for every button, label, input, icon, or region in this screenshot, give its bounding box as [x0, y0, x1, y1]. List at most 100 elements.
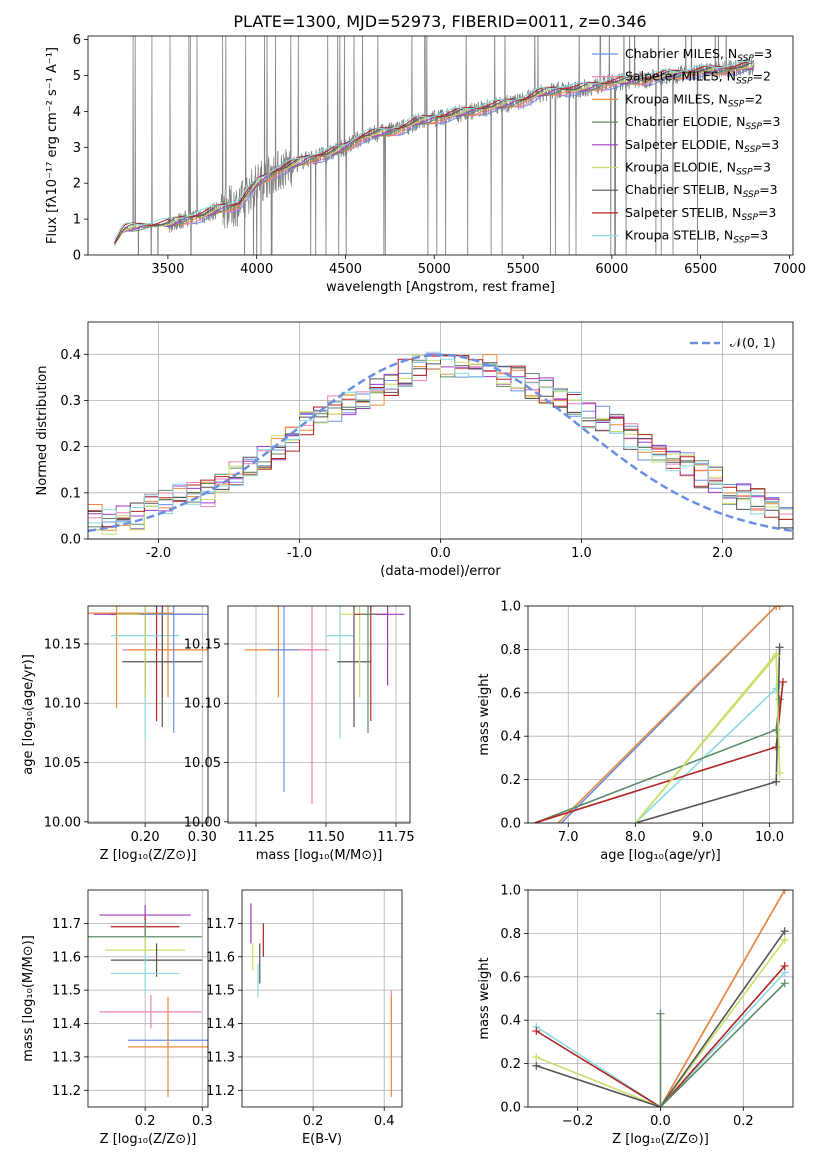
weight-line-dark — [536, 930, 786, 1107]
legend-tail: =3 — [750, 228, 768, 243]
x-tick-label: 11.50 — [307, 830, 344, 845]
x-tick-label: 9.0 — [692, 830, 713, 845]
weight-marker-lime — [532, 1053, 541, 1062]
x-tick-label: 4000 — [240, 262, 273, 277]
weight-line-orange — [557, 606, 780, 823]
weight-line-cyan — [535, 971, 786, 1107]
y-axis-label: Normed distribution — [35, 366, 50, 496]
axes-residuals: -2.0 -1.0 0.0 1.0 2.0 0.0 0.1 0.2 0.3 0.4 (data-mo… — [35, 321, 794, 579]
x-tick-label: 0.3 — [192, 1114, 213, 1129]
legend-tail: =3 — [759, 182, 777, 197]
axes-mass_vs_Z: 0.2 0.3 11.2 11.3 11.4 11.5 11.6 11.7 Z [log₁₀(Z… — [21, 889, 213, 1147]
y-tick-label: 11.3 — [52, 1050, 81, 1065]
legend-subscript: SSP — [728, 99, 745, 109]
x-axis-label: Z [log₁₀(Z/Z⊙)] — [612, 1132, 709, 1147]
plot-area-weight_vs_age — [534, 606, 787, 823]
weight-line-lime — [536, 939, 786, 1107]
x-tick-label: 7.0 — [558, 830, 579, 845]
axes-spectrum: 3500 4000 4500 5000 5500 6000 6500 7000 0 1 2 3 4 5 6 w… — [45, 33, 806, 295]
legend-tail: =3 — [754, 46, 772, 61]
weight-line-green — [659, 982, 786, 1107]
legend-entry-normal: 𝒩(0, 1) — [730, 335, 776, 350]
x-tick-label: 5500 — [507, 262, 540, 277]
x-axis-label: age [log₁₀(age/yr)] — [600, 848, 721, 863]
x-axis-label: (data-model)/error — [380, 564, 501, 579]
weight-marker-lime — [780, 935, 789, 944]
legend-subscript: SSP — [741, 213, 758, 223]
y-tick-label: 0.2 — [500, 773, 521, 788]
legend-tail: =2 — [744, 91, 762, 106]
y-tick-label: 10.05 — [184, 756, 221, 771]
weight-line-blue — [560, 606, 780, 823]
weight-marker-lime — [772, 651, 781, 660]
model-line-cyan — [114, 60, 755, 240]
legend-subscript: SSP — [736, 77, 753, 87]
y-tick-label: 11.4 — [206, 1017, 235, 1032]
x-tick-label: 10.0 — [755, 830, 784, 845]
x-tick-label: 1.0 — [571, 546, 592, 561]
residual-legend: 𝒩(0, 1) — [690, 335, 776, 350]
x-tick-label: 0.4 — [374, 1114, 395, 1129]
axes-weight_vs_age: 7.0 8.0 9.0 10.0 0.0 0.2 0.4 0.6 0.8 1.0 age [log₁… — [477, 600, 794, 863]
y-tick-label: 10.00 — [184, 815, 221, 830]
y-tick-label: 0.4 — [500, 1014, 521, 1029]
x-axis-label: Z [log₁₀(Z/Z⊙)] — [100, 1132, 197, 1147]
axes-frame — [87, 605, 209, 824]
weight-marker-red — [778, 677, 787, 686]
legend-tail: =3 — [761, 137, 779, 152]
legend-entry: Salpeter ELODIE, NSSP=3 — [625, 137, 779, 155]
y-tick-label: 0.2 — [60, 440, 81, 455]
legend-subscript: SSP — [744, 145, 761, 155]
y-tick-label: 0.1 — [60, 486, 81, 501]
x-tick-label: 6000 — [595, 262, 628, 277]
y-tick-label: 11.6 — [52, 950, 81, 965]
y-tick-label: 10.10 — [44, 697, 81, 712]
x-tick-label: 3500 — [151, 262, 184, 277]
weight-line-lime — [634, 653, 781, 823]
y-tick-label: 3 — [73, 141, 81, 156]
axes-frame — [527, 889, 794, 1108]
weight-marker-dark — [775, 643, 784, 652]
y-axis-label: mass weight — [477, 673, 492, 755]
axes-frame — [87, 321, 794, 540]
y-tick-label: 10.00 — [44, 815, 81, 830]
y-tick-label: 11.2 — [206, 1084, 235, 1099]
y-tick-label: 10.05 — [44, 756, 81, 771]
x-tick-label: 0.30 — [188, 830, 217, 845]
weight-marker-red — [780, 961, 789, 970]
y-tick-label: 1 — [73, 213, 81, 228]
legend-tail: =3 — [753, 160, 771, 175]
y-tick-label: 11.5 — [206, 984, 235, 999]
y-tick-label: 0.8 — [500, 927, 521, 942]
y-tick-label: 11.2 — [52, 1084, 81, 1099]
y-tick-label: 2 — [73, 177, 81, 192]
legend-subscript: SSP — [743, 190, 760, 200]
x-tick-label: −0.2 — [562, 1114, 594, 1129]
axes-frame — [87, 35, 794, 256]
weight-marker-green — [780, 979, 789, 988]
spectrum-legend: Chabrier MILES, NSSP=3 Salpeter MILES, NS… — [592, 46, 780, 246]
x-tick-label: 8.0 — [625, 830, 646, 845]
weight-marker-dark — [772, 777, 781, 786]
y-tick-label: 10.10 — [184, 697, 221, 712]
weight-line-green — [534, 699, 781, 823]
axes-frame — [87, 889, 209, 1108]
legend-entry: Salpeter MILES, NSSP=2 — [625, 69, 771, 87]
weight-line-orange — [659, 890, 786, 1107]
weight-marker-dark — [532, 1061, 541, 1070]
y-axis-label: mass [log₁₀(M/M⊙)] — [21, 935, 36, 1062]
plot-area-weight_vs_Z — [532, 890, 789, 1107]
x-tick-label: 7000 — [773, 262, 806, 277]
x-tick-label: 0.2 — [733, 1114, 754, 1129]
y-tick-label: 10.15 — [44, 637, 81, 652]
x-tick-label: -1.0 — [287, 546, 312, 561]
y-tick-label: 0.0 — [500, 1101, 521, 1116]
x-tick-label: 0.0 — [430, 546, 451, 561]
weight-marker-green — [656, 1009, 665, 1018]
x-axis-label: mass [log₁₀(M/M⊙)] — [256, 848, 383, 863]
y-tick-label: 0.4 — [500, 730, 521, 745]
y-tick-label: 11.7 — [206, 917, 235, 932]
y-tick-label: 0.4 — [60, 348, 81, 363]
x-tick-label: 11.75 — [377, 830, 414, 845]
weight-marker-red — [532, 1027, 541, 1036]
